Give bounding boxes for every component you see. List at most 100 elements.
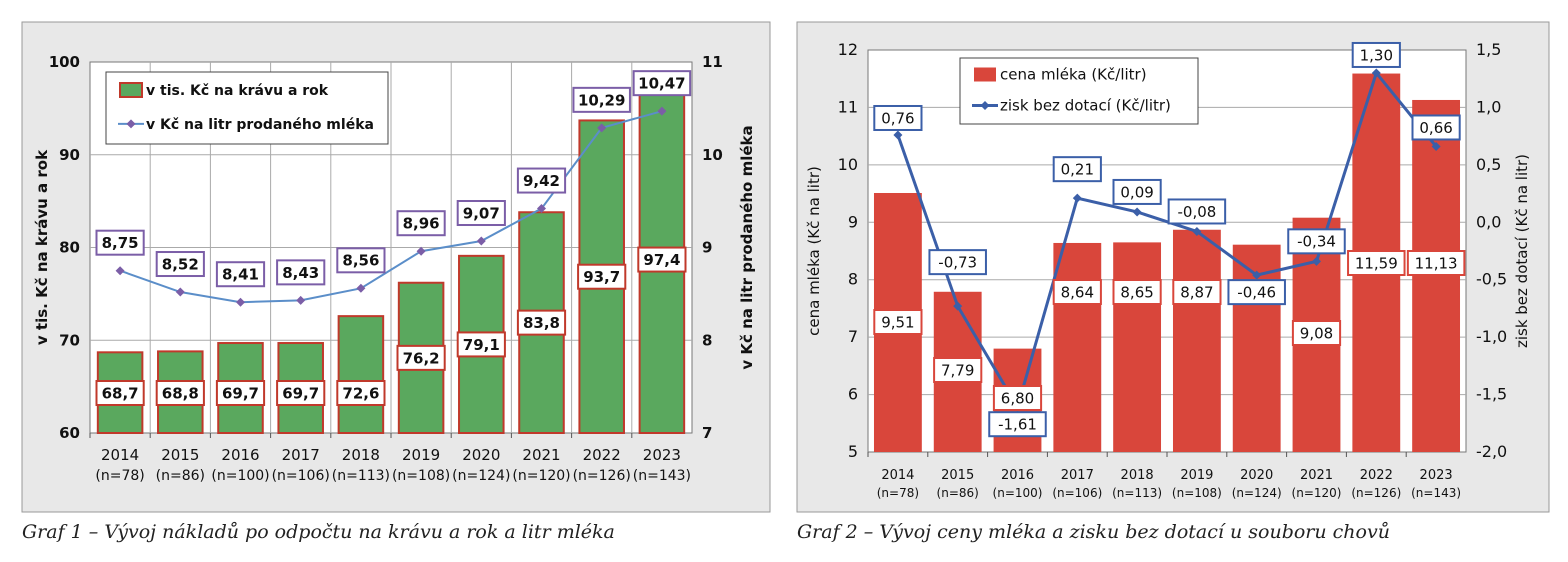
c2-line-value-label-border: [988, 411, 1047, 438]
c1-legend-box: [105, 71, 389, 145]
c2-line-value-label-box: -0,08: [1167, 198, 1227, 225]
c2-line-value-label-border: [1411, 114, 1461, 141]
c2-bar-value-label-border: [1052, 279, 1102, 305]
c1-bar-value-label-border: [637, 246, 687, 273]
c2-bar-value-label-box: 11,59: [1347, 250, 1406, 276]
c2-x-tick-sublabel: (n=108): [1172, 486, 1222, 500]
c1-x-tick-label: 2020: [462, 446, 500, 464]
c1-bar-value-label: 69,7: [282, 384, 319, 402]
c2-line-value-label: 1,30: [1360, 46, 1393, 64]
c2-x-tick-sublabel: (n=100): [993, 486, 1043, 500]
c1-x-tick-sublabel: (n=143): [633, 468, 691, 484]
c2-line-value-label-border: [873, 104, 923, 131]
c2-bar-value-label-border: [992, 385, 1043, 411]
c2-bar-value-label-border: [873, 309, 923, 335]
c2-line-value-label-border: [928, 249, 987, 276]
c1-x-tick-sublabel: (n=124): [452, 468, 510, 484]
c2-bar-value-label: 9,51: [881, 313, 914, 331]
c2-line-value-label-border: [1052, 156, 1102, 183]
c1-line-value-label: 8,96: [403, 215, 440, 233]
c2-yleft-tick: 8: [848, 270, 858, 289]
c1-line-value-label-border: [95, 229, 145, 256]
c1-bar-value-label-border: [95, 380, 145, 406]
c1-yleft-tick: 70: [59, 331, 80, 349]
c2-bar: [1172, 229, 1221, 452]
c1-line-value-label: 8,43: [282, 264, 319, 282]
c1-yleft-tick: 60: [59, 424, 80, 442]
c2-y-axis-title: cena mléka (Kč na litr): [805, 166, 823, 336]
c1-bar-value-label: 68,8: [162, 384, 199, 402]
c2-yleft-tick: 11: [838, 97, 858, 116]
c2-bar: [1053, 242, 1102, 452]
c1-line-value-label: 9,42: [523, 172, 560, 190]
c1-series-line: [119, 110, 663, 304]
c1-line-value-label: 8,41: [222, 266, 259, 284]
c1-line-value-label-box: 10,47: [632, 70, 692, 97]
c2-x-tick-sublabel: (n=143): [1411, 486, 1461, 500]
c1-bar-value-label: 68,7: [102, 384, 139, 402]
c2-line-value-label: 0,21: [1061, 161, 1094, 179]
c2-x-tick-sublabel: (n=124): [1232, 486, 1282, 500]
c2-line-value-label: 0,76: [881, 109, 914, 127]
c2-x-tick-label: 2021: [1300, 468, 1333, 483]
c1-x-tick-label: 2016: [221, 446, 259, 464]
c2-x-tick-label: 2020: [1240, 468, 1273, 483]
c1-line-value-label-box: 8,96: [396, 210, 446, 237]
c2-yleft-tick: 7: [848, 327, 858, 346]
c2-bar-value-label: 8,64: [1061, 283, 1094, 301]
c2-line-value-label: -0,08: [1177, 203, 1216, 221]
c1-bar-value-label-box: 93,7: [577, 263, 627, 290]
c2-line-value-label-box: -0,46: [1227, 279, 1286, 306]
c1-line-value-label: 9,07: [463, 204, 500, 222]
c2-bar-value-label: 7,79: [941, 361, 974, 379]
c2-yright-tick: -0,5: [1476, 270, 1507, 289]
c1-line-value-label-box: 9,42: [516, 167, 567, 194]
c1-x-tick-label: 2022: [583, 446, 621, 464]
c1-legend-marker: [126, 119, 136, 129]
c2-yright-tick: 0,5: [1476, 155, 1501, 174]
c2-x-tick-sublabel: (n=113): [1112, 486, 1162, 500]
c1-line-value-label: 8,52: [162, 255, 199, 273]
c2-line-value-label: 0,09: [1120, 183, 1153, 201]
c1-line-value-label-border: [456, 200, 506, 227]
c1-legend-swatch-bar: [119, 82, 143, 98]
c1-line-value-label-border: [155, 251, 205, 278]
c1-bar-value-label: 72,6: [342, 384, 379, 402]
c1-line-value-label-border: [632, 70, 692, 97]
c2-bar-value-label-box: 8,65: [1112, 279, 1162, 305]
c2-yright-tick: -1,0: [1476, 327, 1507, 346]
c1-yleft-tick: 100: [49, 53, 80, 71]
c1-bar-value-label-box: 68,8: [155, 380, 205, 406]
c1-x-tick-sublabel: (n=108): [392, 468, 450, 484]
c2-bar-value-label: 11,13: [1415, 254, 1458, 272]
c2-line-value-label-box: -0,73: [928, 249, 987, 276]
c1-bar-value-label-box: 97,4: [637, 246, 687, 273]
c2-bar-value-label: 9,08: [1300, 324, 1333, 342]
c2-line-value-label-border: [1112, 178, 1162, 205]
c1-line-value-label-border: [336, 247, 386, 274]
c2-yright-tick: 1,5: [1476, 40, 1501, 59]
c1-yright-tick: 8: [702, 331, 712, 349]
c2-bar-value-label: 11,59: [1355, 254, 1398, 272]
c1-bar-value-label-box: 83,8: [516, 309, 567, 336]
c2-bar-value-label-border: [933, 357, 983, 383]
c1-line-point: [416, 246, 426, 256]
c2-line-value-label-border: [1227, 279, 1286, 306]
c1-bar-value-label-box: 76,2: [396, 344, 446, 371]
c1-line-value-label: 10,29: [578, 91, 625, 109]
c1-x-tick-label: 2019: [402, 446, 440, 464]
c2-bar-value-label-box: 11,13: [1406, 250, 1466, 276]
c2-x-tick-label: 2022: [1360, 468, 1393, 483]
c2-x-tick-sublabel: (n=78): [877, 486, 919, 500]
c1-bar-value-label-border: [456, 331, 506, 358]
c1-bar-value-label: 69,7: [222, 384, 259, 402]
c2-yleft-tick: 10: [838, 155, 858, 174]
c2-x-tick-sublabel: (n=126): [1351, 486, 1401, 500]
c2-line-value-label: -1,61: [998, 416, 1037, 434]
c2-yleft-tick: 9: [848, 212, 858, 231]
c2-x-tick-label: 2015: [941, 468, 974, 483]
c1-line-value-label-box: 8,41: [215, 261, 266, 288]
c1-line-value-label-box: 10,29: [572, 86, 631, 113]
c1-line-value-label-border: [276, 259, 326, 286]
c2-yleft-tick: 12: [838, 40, 858, 59]
